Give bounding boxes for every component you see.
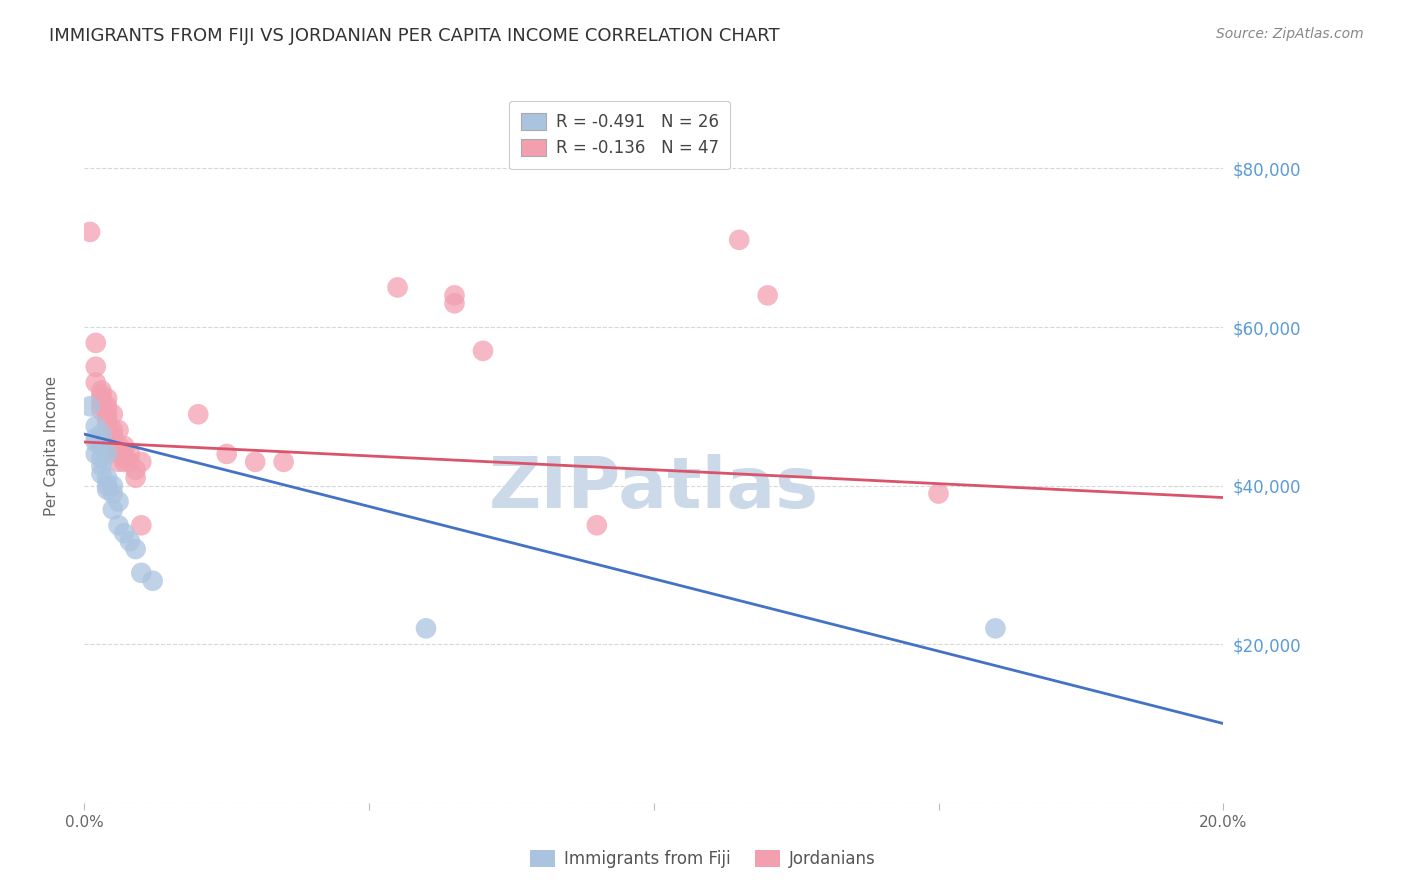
Point: [107, 439, 129, 453]
Point: [443, 288, 465, 302]
Point: [928, 486, 950, 500]
Point: [79, 225, 101, 239]
Point: [118, 534, 141, 549]
Point: [90, 400, 112, 414]
Point: [101, 502, 124, 516]
Point: [443, 296, 465, 310]
Point: [90, 403, 112, 417]
Point: [984, 621, 1007, 635]
Point: [84, 435, 107, 450]
Point: [90, 458, 112, 473]
Point: [118, 455, 141, 469]
Point: [101, 427, 124, 442]
Point: [131, 518, 153, 533]
Point: [118, 447, 141, 461]
Point: [124, 471, 146, 485]
Point: [84, 335, 107, 350]
Point: [245, 455, 267, 469]
Point: [101, 423, 124, 437]
Point: [728, 233, 751, 247]
Point: [112, 526, 135, 541]
Point: [90, 392, 112, 406]
Point: [90, 450, 112, 465]
Point: [96, 400, 118, 414]
Text: IMMIGRANTS FROM FIJI VS JORDANIAN PER CAPITA INCOME CORRELATION CHART: IMMIGRANTS FROM FIJI VS JORDANIAN PER CA…: [49, 27, 780, 45]
Point: [96, 483, 118, 497]
Point: [90, 427, 112, 442]
Point: [124, 463, 146, 477]
Point: [84, 419, 107, 434]
Point: [101, 407, 124, 421]
Point: [84, 359, 107, 374]
Point: [96, 415, 118, 429]
Point: [112, 447, 135, 461]
Point: [124, 542, 146, 557]
Point: [96, 411, 118, 425]
Point: [215, 447, 238, 461]
Point: [84, 431, 107, 445]
Point: [96, 447, 118, 461]
Text: ZIPatlas: ZIPatlas: [489, 454, 818, 524]
Point: [96, 392, 118, 406]
Y-axis label: Per Capita Income: Per Capita Income: [44, 376, 59, 516]
Point: [112, 450, 135, 465]
Point: [90, 395, 112, 409]
Point: [79, 400, 101, 414]
Legend: Immigrants from Fiji, Jordanians: Immigrants from Fiji, Jordanians: [524, 843, 882, 875]
Point: [415, 621, 437, 635]
Point: [84, 447, 107, 461]
Point: [90, 384, 112, 398]
Point: [142, 574, 165, 588]
Point: [84, 376, 107, 390]
Point: [131, 455, 153, 469]
Point: [107, 447, 129, 461]
Point: [96, 407, 118, 421]
Point: [586, 518, 609, 533]
Point: [101, 439, 124, 453]
Legend: R = -0.491   N = 26, R = -0.136   N = 47: R = -0.491 N = 26, R = -0.136 N = 47: [509, 101, 730, 169]
Point: [756, 288, 779, 302]
Point: [472, 343, 495, 358]
Point: [90, 467, 112, 481]
Point: [96, 478, 118, 492]
Point: [90, 439, 112, 453]
Point: [101, 442, 124, 457]
Point: [187, 407, 209, 421]
Point: [107, 494, 129, 508]
Point: [273, 455, 295, 469]
Point: [107, 455, 129, 469]
Point: [131, 566, 153, 580]
Point: [112, 455, 135, 469]
Point: [90, 387, 112, 401]
Point: [112, 439, 135, 453]
Point: [107, 423, 129, 437]
Point: [96, 471, 118, 485]
Text: Source: ZipAtlas.com: Source: ZipAtlas.com: [1216, 27, 1364, 41]
Point: [101, 478, 124, 492]
Point: [101, 486, 124, 500]
Point: [387, 280, 409, 294]
Point: [101, 431, 124, 445]
Point: [107, 518, 129, 533]
